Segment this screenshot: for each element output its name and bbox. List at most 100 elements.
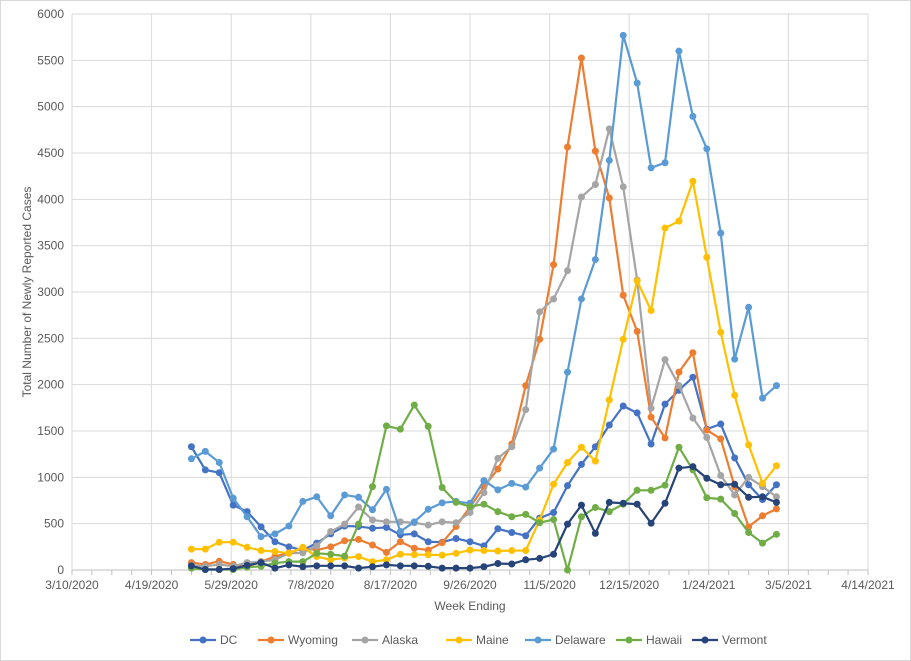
data-point bbox=[424, 422, 432, 430]
data-point bbox=[745, 528, 753, 536]
y-tick-label: 1500 bbox=[37, 424, 64, 438]
y-tick-label: 3500 bbox=[37, 239, 64, 253]
data-point bbox=[731, 454, 739, 462]
data-point bbox=[368, 483, 376, 491]
data-point bbox=[772, 530, 780, 538]
data-point bbox=[382, 485, 390, 493]
data-point bbox=[536, 519, 544, 527]
data-point bbox=[327, 562, 335, 570]
data-point bbox=[215, 560, 223, 568]
data-point bbox=[577, 295, 585, 303]
data-point bbox=[424, 562, 432, 570]
data-point bbox=[271, 559, 279, 567]
data-point bbox=[299, 549, 307, 557]
data-point bbox=[550, 550, 558, 558]
legend-marker bbox=[534, 636, 542, 644]
data-point bbox=[480, 547, 488, 555]
y-axis-tick-labels: 0 500 1000 1500 2000 2500 3000 3500 4000 4500 5000… bbox=[37, 7, 64, 577]
data-point bbox=[661, 434, 669, 442]
data-point bbox=[382, 422, 390, 430]
data-point bbox=[577, 460, 585, 468]
legend-label: Hawaii bbox=[646, 633, 682, 647]
data-point bbox=[675, 217, 683, 225]
data-point bbox=[494, 465, 502, 473]
data-point bbox=[508, 443, 516, 451]
data-point bbox=[647, 164, 655, 172]
data-point bbox=[731, 491, 739, 499]
data-point bbox=[480, 489, 488, 497]
data-point bbox=[647, 486, 655, 494]
x-axis-label: Week Ending bbox=[434, 599, 505, 613]
data-point bbox=[424, 505, 432, 513]
data-point bbox=[494, 508, 502, 516]
data-point bbox=[410, 544, 418, 552]
data-point bbox=[480, 500, 488, 508]
data-point bbox=[396, 538, 404, 546]
data-point bbox=[327, 543, 335, 551]
data-point bbox=[229, 501, 237, 509]
data-point bbox=[619, 499, 627, 507]
legend-marker bbox=[625, 636, 633, 644]
data-point bbox=[201, 545, 209, 553]
data-point bbox=[717, 435, 725, 443]
data-point bbox=[772, 505, 780, 513]
data-point bbox=[605, 125, 613, 133]
legend-label: DC bbox=[220, 633, 238, 647]
data-point bbox=[577, 513, 585, 521]
y-tick-label: 2500 bbox=[37, 331, 64, 345]
data-point bbox=[187, 443, 195, 451]
data-point bbox=[285, 543, 293, 551]
data-point bbox=[382, 518, 390, 526]
data-point bbox=[675, 464, 683, 472]
data-point bbox=[703, 433, 711, 441]
data-point bbox=[410, 562, 418, 570]
data-point bbox=[564, 482, 572, 490]
data-point bbox=[313, 493, 321, 501]
data-point bbox=[215, 566, 223, 574]
data-point bbox=[438, 551, 446, 559]
data-point bbox=[522, 532, 530, 540]
data-point bbox=[536, 464, 544, 472]
data-point bbox=[745, 481, 753, 489]
data-point bbox=[452, 498, 460, 506]
y-tick-label: 0 bbox=[57, 563, 64, 577]
data-point bbox=[522, 510, 530, 518]
data-point bbox=[355, 535, 363, 543]
data-point bbox=[731, 509, 739, 517]
legend-marker bbox=[199, 636, 207, 644]
legend-label: Alaska bbox=[382, 633, 418, 647]
data-point bbox=[675, 47, 683, 55]
data-point bbox=[299, 563, 307, 571]
data-point bbox=[257, 523, 265, 531]
data-point bbox=[396, 528, 404, 536]
data-point bbox=[271, 547, 279, 555]
y-tick-label: 1000 bbox=[37, 470, 64, 484]
data-point bbox=[438, 484, 446, 492]
data-point bbox=[215, 459, 223, 467]
x-tick-label: 1/24/2021 bbox=[682, 578, 736, 592]
data-point bbox=[327, 556, 335, 564]
y-axis-label: Total Number of Newly Reported Cases bbox=[20, 187, 34, 398]
data-point bbox=[689, 463, 697, 471]
data-point bbox=[717, 328, 725, 336]
data-point bbox=[731, 480, 739, 488]
data-point bbox=[382, 548, 390, 556]
data-point bbox=[187, 545, 195, 553]
data-point bbox=[201, 566, 209, 574]
data-point bbox=[717, 420, 725, 428]
data-point bbox=[605, 508, 613, 516]
data-point bbox=[661, 400, 669, 408]
data-point bbox=[675, 443, 683, 451]
data-point bbox=[452, 549, 460, 557]
data-point bbox=[368, 506, 376, 514]
data-point bbox=[522, 556, 530, 564]
data-point bbox=[341, 520, 349, 528]
y-tick-label: 2000 bbox=[37, 378, 64, 392]
data-point bbox=[633, 409, 641, 417]
data-point bbox=[327, 512, 335, 520]
x-axis-tick-labels: 3/10/2020 4/19/2020 5/29/2020 7/8/2020 8/17/… bbox=[45, 578, 895, 592]
data-point bbox=[410, 551, 418, 559]
data-point bbox=[508, 479, 516, 487]
data-point bbox=[299, 558, 307, 566]
